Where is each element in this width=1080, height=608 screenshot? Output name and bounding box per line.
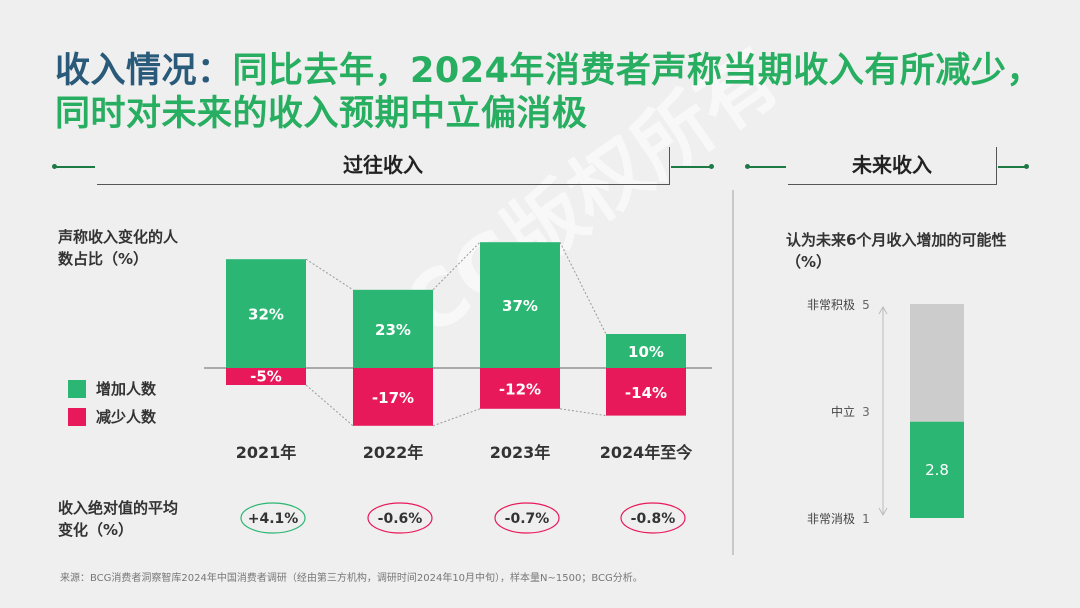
future-header-line-left [748,166,786,168]
tick-number-0: 5 [862,298,870,312]
likelihood-value-label: 2.8 [925,461,949,479]
bar-decrease-1 [353,368,433,426]
bar-label-increase-2: 37% [502,297,538,315]
bar-label-decrease-1: -17% [372,389,414,407]
bar-label-decrease-3: -14% [625,384,667,402]
bar-increase-2 [480,242,560,368]
category-label-3: 2024年至今 [600,443,693,462]
tick-number-1: 3 [862,405,870,419]
axis-arrow-up [878,305,888,315]
tick-label-2: 非常消极 [807,512,855,526]
net-change-oval-0 [240,502,306,534]
connector-top-1 [432,241,481,291]
past-section-header: 过往收入 [97,147,670,185]
legend-increase: 增加人数 [68,378,156,399]
future-header-dot-left [745,164,750,169]
category-label-2: 2023年 [490,443,551,462]
bar-increase-1 [353,289,433,368]
tick-number-2: 1 [862,512,870,526]
tick-label-0: 非常积极 [807,298,855,312]
net-change-label-1: -0.6% [378,511,423,527]
net-change-oval-3 [620,502,686,534]
bar-label-decrease-0: -5% [250,368,282,386]
net-change-label-3: -0.8% [631,511,676,527]
legend-decrease: 减少人数 [68,406,156,427]
net-change-oval-1 [367,502,433,534]
bar-label-increase-1: 23% [375,321,411,339]
likelihood-remaining-bar [910,304,964,422]
bar-increase-3 [606,334,686,368]
connector-bottom-1 [432,408,481,427]
page-title: 收入情况：同比去年，2024年消费者声称当期收入有所减少，同时对未来的收入预期中… [55,50,1045,136]
connector-top-2 [559,241,607,335]
future-label: 认为未来6个月收入增加的可能性（%） [786,231,1007,271]
future-header-dot-right [1024,164,1029,169]
legend-decrease-label: 减少人数 [96,408,157,426]
bar-decrease-3 [606,368,686,416]
past-header-line-right [671,166,711,168]
past-header-dot-right [709,164,714,169]
bar-label-increase-3: 10% [628,343,664,361]
bar-decrease-2 [480,368,560,409]
tick-label-1: 中立 [831,404,855,419]
connector-top-0 [305,258,354,291]
likelihood-value-bar [910,421,964,518]
net-change-label-2: -0.7% [505,511,550,527]
avg-change-label: 收入绝对值的平均变化（%） [58,499,179,539]
category-label-1: 2022年 [363,443,424,462]
future-section-header: 未来收入 [788,147,997,185]
bar-increase-0 [226,259,306,368]
legend-increase-swatch [68,379,86,398]
title-lead: 收入情况： [55,51,233,91]
source-footnote: 来源：BCG消费者洞察智库2024年中国消费者调研（经由第三方机构，调研时间20… [60,573,643,584]
bar-label-decrease-2: -12% [499,380,541,398]
axis-arrow-down [878,507,888,517]
future-header-line-right [998,166,1026,168]
title-text: 同比去年，2024年消费者声称当期收入有所减少，同时对未来的收入预期中立偏消极 [55,51,1042,134]
bar-decrease-0 [226,368,306,385]
legend-increase-label: 增加人数 [96,380,157,398]
past-header-dot-left [52,164,57,169]
past-header-line-left [55,166,95,168]
net-change-label-0: +4.1% [248,511,299,527]
ylabel: 声称收入变化的人数占比（%） [58,228,179,268]
category-label-0: 2021年 [236,443,297,462]
legend-decrease-swatch [68,407,86,426]
net-change-oval-2 [494,502,560,534]
bar-label-increase-0: 32% [248,306,284,324]
panel-divider [732,190,734,555]
